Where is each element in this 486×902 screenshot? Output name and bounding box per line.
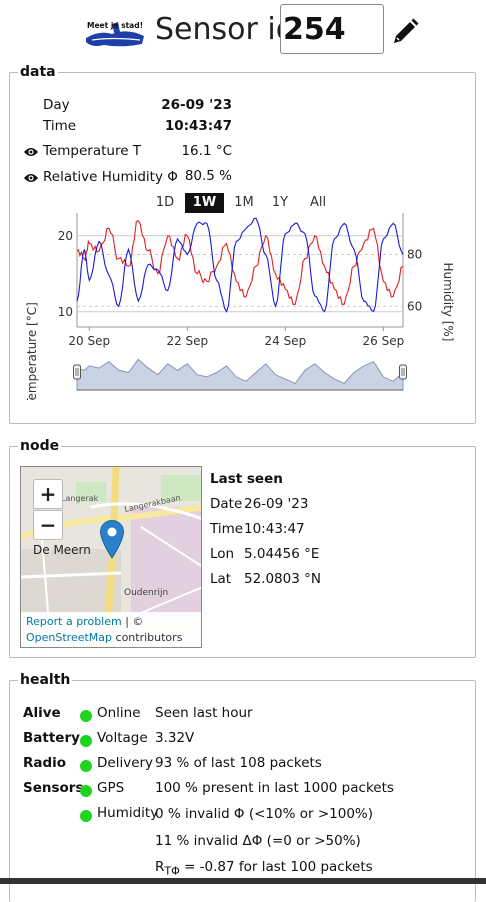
correlation-subscript: TΦ (164, 864, 180, 878)
correlation-symbol: R (155, 859, 165, 875)
map-marker-icon[interactable] (99, 519, 125, 559)
health-metric-gps: GPS (97, 780, 125, 796)
health-category-battery: Battery (23, 730, 80, 746)
data-section: data (9, 64, 476, 424)
temperature-value: 16.1 °C (181, 143, 232, 159)
navigator-area (76, 358, 404, 391)
health-detail-correlation: RTΦ = -0.87 for last 100 packets (155, 859, 373, 878)
attribution-separator: | © (121, 615, 144, 628)
eye-icon[interactable] (23, 172, 39, 184)
pencil-icon[interactable] (390, 17, 420, 47)
humidity-value: 80.5 % (184, 168, 232, 184)
last-seen-title: Last seen (210, 471, 283, 487)
map-attribution: Report a problem | © OpenStreetMap contr… (21, 612, 201, 647)
humidity-series-line (76, 217, 404, 313)
status-ok-icon (80, 810, 92, 822)
health-detail-delivery: 93 % of last 108 packets (155, 755, 322, 771)
sensor-id-input[interactable] (280, 4, 384, 54)
data-legend: data (20, 64, 56, 80)
humidity-label: Relative Humidity Φ (43, 169, 178, 185)
range-1y-button[interactable]: 1Y (271, 195, 289, 210)
report-problem-link[interactable]: Report a problem (26, 615, 122, 628)
health-category-sensors: Sensors (23, 780, 84, 796)
time-value: 10:43:47 (164, 118, 232, 134)
location-map[interactable]: De Meern Oudenrijn Langerakbaan Langerak… (20, 466, 202, 648)
x-tick-label: 20 Sep (68, 334, 110, 348)
temperature-label: Temperature T (43, 143, 142, 159)
x-tick-label: 22 Sep (166, 334, 208, 348)
health-metric-voltage: Voltage (97, 730, 148, 746)
day-value: 26-09 '23 (161, 97, 232, 113)
sensor-chart[interactable]: 10 20 60 80 20 Sep 22 Sep 24 Sep 26 Sep Tempera… (0, 210, 486, 400)
y-right-tick-label: 80 (407, 247, 422, 261)
map-label-de-meern: De Meern (33, 543, 91, 557)
status-ok-icon (80, 785, 92, 797)
lon-label: Lon (210, 546, 235, 562)
day-label: Day (43, 97, 70, 113)
zoom-out-button[interactable]: − (33, 510, 63, 540)
status-ok-icon (80, 710, 92, 722)
health-detail-gps: 100 % present in last 1000 packets (155, 780, 394, 796)
status-ok-icon (80, 760, 92, 772)
lon-value: 5.04456 °E (244, 546, 320, 562)
range-1d-button[interactable]: 1D (155, 195, 175, 210)
map-label-oudenrijn: Oudenrijn (124, 588, 168, 598)
y-axis-left-label: Temperature [°C] (25, 302, 39, 400)
map-label-langerak: Langerak (61, 494, 99, 503)
range-all-button[interactable]: All (309, 195, 327, 210)
last-seen-time-label: Time (210, 521, 244, 537)
meet-je-stad-logo: Meet je stad! (86, 21, 144, 47)
y-axis-right-label: Humidity [%] (441, 263, 455, 342)
health-metric-humidity: Humidity (97, 805, 159, 821)
last-seen-time-value: 10:43:47 (244, 521, 305, 537)
lat-label: Lat (210, 571, 232, 587)
node-legend: node (20, 438, 60, 454)
lat-value: 52.0803 °N (244, 571, 321, 587)
health-detail-humidity-range: 0 % invalid Φ (<10% or >100%) (155, 806, 373, 822)
bottom-bar (0, 878, 486, 884)
correlation-text: = -0.87 for last 100 packets (179, 859, 373, 875)
svg-text:Meet je stad!: Meet je stad! (87, 21, 143, 30)
health-section: health (9, 672, 476, 902)
openstreetmap-link[interactable]: OpenStreetMap (26, 631, 113, 644)
status-ok-icon (80, 735, 92, 747)
date-label: Date (210, 496, 243, 512)
y-right-tick-label: 60 (407, 299, 422, 313)
range-1w-button[interactable]: 1W (185, 193, 224, 213)
sensor-id-label: Sensor id: (155, 12, 305, 47)
eye-icon[interactable] (23, 146, 39, 158)
health-metric-online: Online (97, 705, 141, 721)
health-metric-delivery: Delivery (97, 755, 154, 771)
attribution-contributors: contributors (112, 631, 183, 644)
node-section: node (9, 438, 476, 658)
time-label: Time (43, 118, 77, 134)
navigator-handle-left[interactable] (73, 364, 81, 380)
y-left-tick-label: 10 (58, 305, 73, 319)
x-tick-label: 24 Sep (264, 334, 306, 348)
date-value: 26-09 '23 (244, 496, 309, 512)
health-detail-voltage: 3.32V (155, 730, 195, 746)
health-category-alive: Alive (23, 705, 61, 721)
health-detail-online: Seen last hour (155, 705, 253, 721)
range-1m-button[interactable]: 1M (234, 195, 254, 210)
navigator-handle-right[interactable] (399, 364, 407, 380)
zoom-in-button[interactable]: + (33, 479, 63, 509)
y-left-tick-label: 20 (58, 229, 73, 243)
x-tick-label: 26 Sep (363, 334, 405, 348)
chart-navigator[interactable] (73, 358, 407, 391)
health-category-radio: Radio (23, 755, 67, 771)
health-legend: health (20, 672, 71, 688)
health-detail-humidity-delta: 11 % invalid ΔΦ (=0 or >50%) (155, 833, 361, 849)
